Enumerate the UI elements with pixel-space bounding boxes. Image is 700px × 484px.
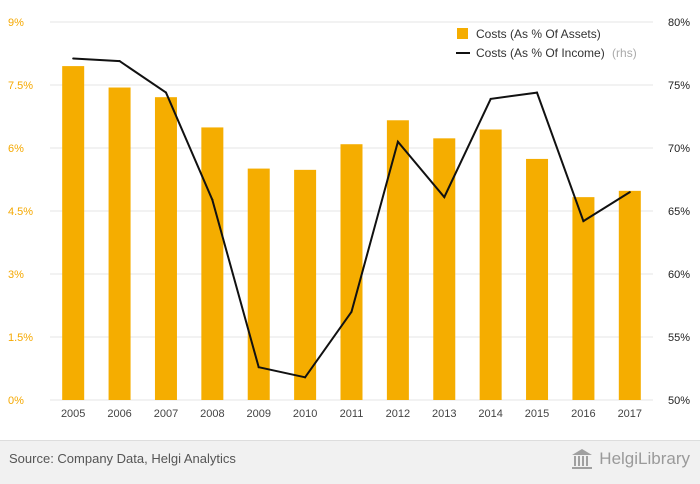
x-tick-label: 2008 bbox=[200, 408, 224, 420]
legend-bar-label: Costs (As % Of Assets) bbox=[476, 27, 601, 41]
bar bbox=[201, 127, 224, 401]
source-text: Source: Company Data, Helgi Analytics bbox=[9, 451, 236, 466]
footer: Source: Company Data, Helgi Analytics He… bbox=[0, 440, 700, 484]
right-axis: 50% 55% 60% 65% 70% 75% 80% bbox=[668, 17, 690, 407]
right-tick-label: 55% bbox=[668, 332, 690, 344]
left-tick-label: 3% bbox=[8, 269, 24, 281]
legend-bar-swatch-icon bbox=[457, 28, 468, 39]
line-point bbox=[536, 91, 539, 94]
right-tick-label: 65% bbox=[668, 206, 690, 218]
line-point bbox=[164, 91, 167, 94]
brand-logo[interactable]: HelgiLibrary bbox=[570, 448, 690, 470]
right-tick-label: 80% bbox=[668, 17, 690, 29]
x-tick-label: 2009 bbox=[246, 408, 270, 420]
bar bbox=[247, 168, 270, 400]
line-point bbox=[211, 198, 214, 201]
x-tick-label: 2012 bbox=[386, 408, 410, 420]
left-tick-label: 9% bbox=[8, 17, 24, 29]
line-point bbox=[396, 140, 399, 143]
right-tick-label: 60% bbox=[668, 269, 690, 281]
legend-line-suffix: (rhs) bbox=[612, 46, 637, 60]
x-tick-label: 2005 bbox=[61, 408, 85, 420]
left-tick-label: 6% bbox=[8, 143, 24, 155]
x-tick-label: 2017 bbox=[618, 408, 642, 420]
line-point bbox=[304, 376, 307, 379]
line-point bbox=[628, 191, 631, 194]
left-axis: 0% 1.5% 3% 4.5% 6% 7.5% 9% bbox=[8, 17, 33, 407]
legend: Costs (As % Of Assets) Costs (As % Of In… bbox=[456, 27, 637, 60]
brand-name: HelgiLibrary bbox=[599, 449, 690, 468]
chart: 0% 1.5% 3% 4.5% 6% 7.5% 9% 50% 55% 60% 65% 70% 75% 8… bbox=[8, 17, 690, 420]
svg-text:Costs (As % Of Income): Costs (As % Of Income) (rhs) bbox=[476, 46, 637, 60]
x-tick-label: 2006 bbox=[107, 408, 131, 420]
bar bbox=[479, 129, 502, 400]
line-series bbox=[72, 57, 631, 379]
x-tick-label: 2011 bbox=[340, 408, 364, 420]
line-point bbox=[72, 57, 75, 60]
line-point bbox=[350, 310, 353, 313]
bars-series bbox=[62, 66, 641, 401]
x-tick-label: 2016 bbox=[571, 408, 595, 420]
left-tick-label: 7.5% bbox=[8, 80, 33, 92]
x-axis: 2005 2006 2007 2008 2009 2010 2011 2012 2013 2014… bbox=[61, 408, 642, 420]
x-tick-label: 2013 bbox=[432, 408, 456, 420]
right-tick-label: 50% bbox=[668, 395, 690, 407]
line-point bbox=[443, 196, 446, 199]
line-point bbox=[257, 366, 260, 369]
right-tick-label: 70% bbox=[668, 143, 690, 155]
bar bbox=[572, 197, 595, 400]
bar bbox=[433, 138, 456, 400]
legend-line-label: Costs (As % Of Income) bbox=[476, 46, 605, 60]
left-tick-label: 0% bbox=[8, 395, 24, 407]
right-tick-label: 75% bbox=[668, 80, 690, 92]
bar bbox=[294, 169, 317, 400]
bar bbox=[386, 120, 409, 400]
x-tick-label: 2014 bbox=[478, 408, 502, 420]
bar bbox=[618, 190, 641, 400]
bar bbox=[526, 158, 549, 400]
line-point bbox=[489, 97, 492, 100]
bar bbox=[154, 97, 177, 401]
x-tick-label: 2007 bbox=[154, 408, 178, 420]
x-tick-label: 2015 bbox=[525, 408, 549, 420]
bar bbox=[340, 144, 363, 400]
x-tick-label: 2010 bbox=[293, 408, 317, 420]
left-tick-label: 4.5% bbox=[8, 206, 33, 218]
bar bbox=[108, 87, 131, 401]
left-tick-label: 1.5% bbox=[8, 332, 33, 344]
bar bbox=[62, 66, 85, 400]
line-point bbox=[118, 60, 121, 63]
library-building-icon bbox=[572, 449, 593, 469]
line-point bbox=[582, 220, 585, 223]
